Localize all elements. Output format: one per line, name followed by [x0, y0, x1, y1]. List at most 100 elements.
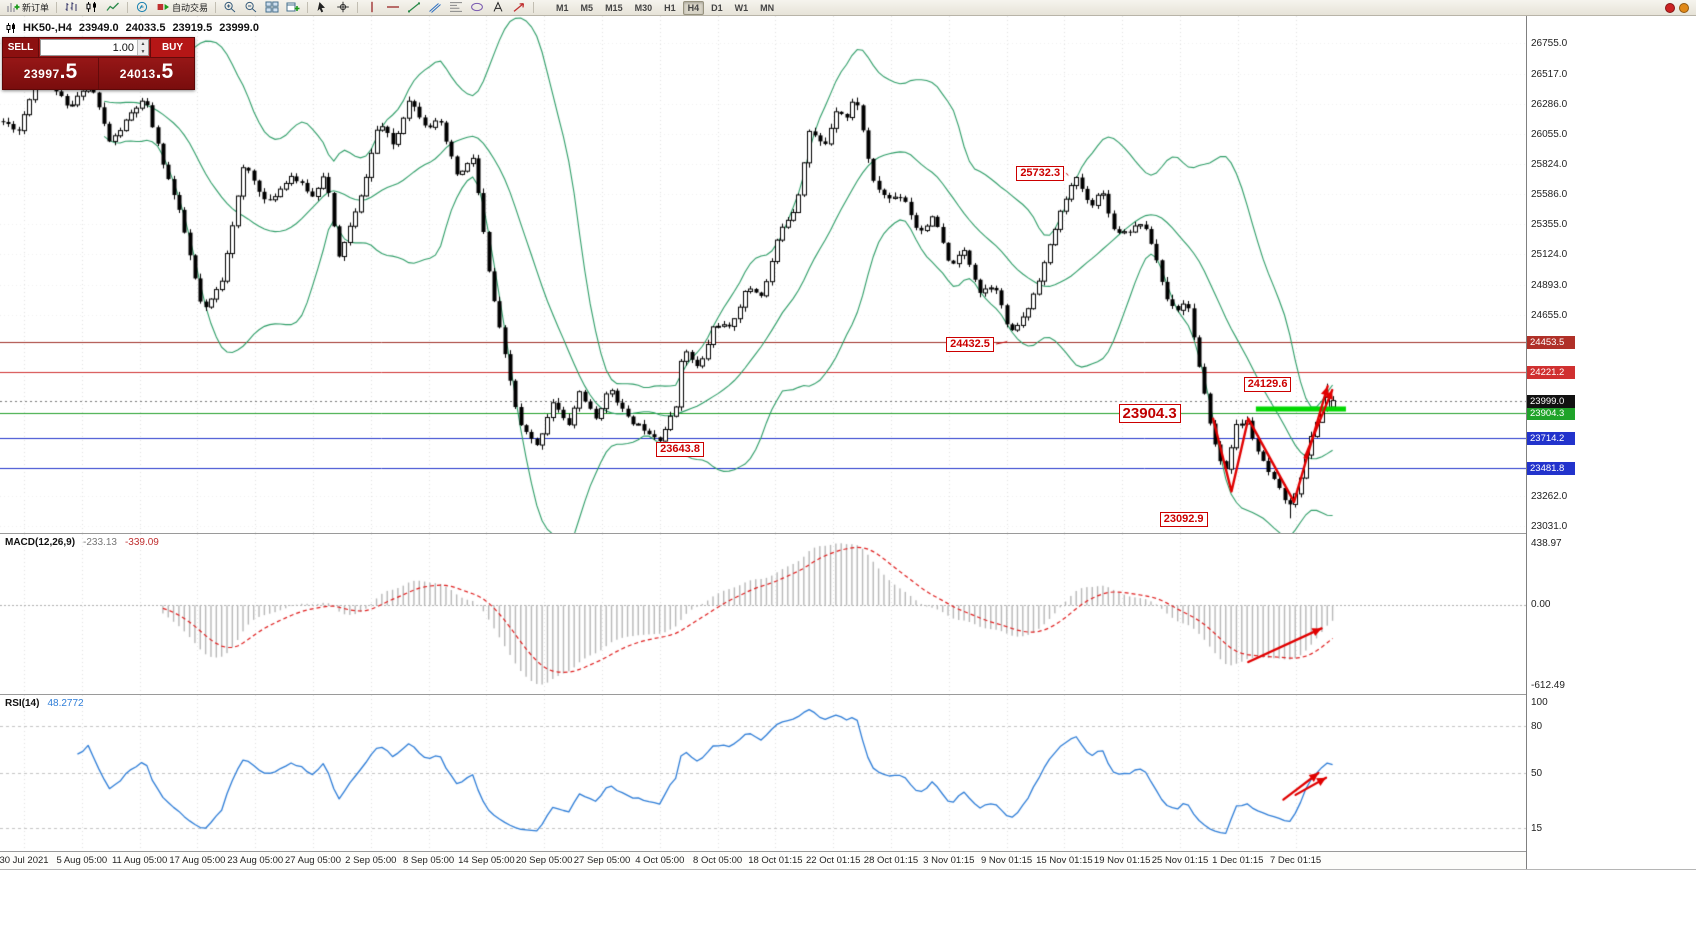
- new-chart-button[interactable]: [283, 1, 303, 15]
- volume-spinner[interactable]: ▲ ▼: [137, 40, 148, 55]
- chart-bottom-border: [0, 869, 1696, 870]
- tile-windows-button[interactable]: [262, 1, 282, 15]
- auto-trading-button[interactable]: 自动交易: [153, 1, 211, 15]
- chart-plus-icon: [6, 1, 20, 15]
- cursor-icon: [315, 1, 329, 15]
- time-axis-label: 27 Aug 05:00: [285, 855, 341, 866]
- timeframe-h4-button[interactable]: H4: [682, 0, 705, 15]
- buy-button[interactable]: BUY: [150, 38, 194, 57]
- price-chart-canvas[interactable]: [0, 16, 1526, 533]
- macd-name: MACD(12,26,9): [5, 537, 76, 548]
- price-axis-tick: 24893.0: [1531, 279, 1568, 291]
- timeframe-m5-button[interactable]: M5: [576, 1, 599, 15]
- vline-icon: [365, 1, 379, 15]
- volume-input[interactable]: 1.00 ▲ ▼: [40, 39, 149, 56]
- line-chart-button[interactable]: [103, 1, 123, 15]
- trend-icon: [407, 1, 421, 15]
- chart-window: HK50-,H4 23949.0 24033.5 23919.5 23999.0…: [0, 16, 1696, 937]
- toolbar-buttons-group: 新订单 自动交易: [3, 0, 537, 15]
- fibonacci-button[interactable]: [446, 1, 466, 15]
- crosshair-button[interactable]: [333, 1, 353, 15]
- toolbar-separator: [127, 2, 129, 13]
- trade-prices-row: 23997.5 24013.5: [3, 58, 194, 89]
- time-axis-label: 5 Aug 05:00: [56, 855, 108, 866]
- time-axis-label: 28 Oct 01:15: [863, 855, 919, 866]
- channel-button[interactable]: [425, 1, 445, 15]
- price-annotation[interactable]: 24432.5: [946, 336, 994, 352]
- price-axis-tick: 26755.0: [1531, 37, 1568, 49]
- price-annotation[interactable]: 25732.3: [1016, 166, 1065, 182]
- rsi-axis-value: 100: [1531, 697, 1548, 708]
- zoom-out-button[interactable]: [241, 1, 261, 15]
- price-axis-tick: 26517.0: [1531, 68, 1568, 80]
- macd-axis-value: -612.49: [1531, 680, 1565, 691]
- crosshair-icon: [336, 1, 350, 15]
- volume-down-icon[interactable]: ▼: [140, 49, 146, 55]
- shapes-button[interactable]: [467, 1, 487, 15]
- zoom-in-button[interactable]: [220, 1, 240, 15]
- toolbar-separator: [357, 2, 359, 13]
- timeframe-h1-button[interactable]: H1: [659, 1, 681, 15]
- bar-chart-button[interactable]: [61, 1, 81, 15]
- arrow-mark-icon: [512, 1, 526, 15]
- vertical-line-button[interactable]: [362, 1, 382, 15]
- timeframe-d1-button[interactable]: D1: [706, 1, 728, 15]
- trendline-button[interactable]: [404, 1, 424, 15]
- price-axis-tick: 25824.0: [1531, 158, 1568, 170]
- buy-price-display[interactable]: 24013.5: [99, 58, 194, 89]
- time-axis-label: 20 Sep 05:00: [515, 855, 573, 866]
- cursor-button[interactable]: [312, 1, 332, 15]
- price-axis-tag: 24221.2: [1527, 365, 1575, 379]
- tile-icon: [265, 1, 279, 15]
- time-axis-label: 14 Sep 05:00: [458, 855, 515, 866]
- play-icon: [156, 1, 170, 15]
- price-annotation[interactable]: 23092.9: [1159, 511, 1208, 527]
- status-orange-icon[interactable]: [1679, 2, 1689, 13]
- timeframe-m30-button[interactable]: M30: [630, 1, 658, 15]
- macd-axis-value: 438.97: [1531, 538, 1562, 549]
- panel-separator: [0, 851, 1696, 852]
- price-axis-tick: 25124.0: [1531, 249, 1568, 261]
- symbol-timeframe: HK50-,H4: [23, 22, 72, 34]
- indicators-button[interactable]: [132, 1, 152, 15]
- new-order-button[interactable]: 新订单: [3, 1, 52, 15]
- channel-icon: [428, 1, 442, 15]
- price-annotation[interactable]: 23904.3: [1118, 403, 1181, 423]
- timeframe-mn-button[interactable]: MN: [755, 1, 779, 15]
- toolbar-separator: [533, 2, 535, 13]
- time-axis-label: 7 Dec 01:15: [1269, 855, 1322, 866]
- time-axis-label: 8 Oct 05:00: [693, 855, 743, 866]
- panel-separator[interactable]: [0, 533, 1696, 534]
- time-axis-label: 30 Jul 2021: [0, 855, 49, 866]
- sell-price-main: 23997: [23, 67, 60, 81]
- one-click-trading-panel: SELL 1.00 ▲ ▼ BUY 23997.5 24013.5: [2, 37, 195, 90]
- time-axis-label: 9 Nov 01:15: [980, 855, 1033, 866]
- timeframe-m15-button[interactable]: M15: [600, 1, 628, 15]
- time-axis-label: 8 Sep 05:00: [402, 855, 455, 866]
- price-axis-tick: 24655.0: [1531, 310, 1568, 322]
- panel-separator[interactable]: [0, 694, 1696, 695]
- price-axis-tick: 25355.0: [1531, 219, 1568, 231]
- timeframe-w1-button[interactable]: W1: [730, 1, 754, 15]
- sell-button[interactable]: SELL: [3, 38, 39, 57]
- text-label-button[interactable]: [488, 0, 508, 15]
- timeframe-toolbar: M1 M5 M15 M30 H1 H4 D1 W1 MN: [551, 0, 779, 15]
- time-axis-label: 11 Aug 05:00: [111, 855, 168, 866]
- candle-chart-button[interactable]: [82, 1, 102, 15]
- price-annotation[interactable]: 24129.6: [1243, 377, 1292, 393]
- arrow-object-button[interactable]: [509, 1, 529, 15]
- status-red-icon[interactable]: [1665, 2, 1675, 13]
- macd-indicator-canvas[interactable]: [0, 534, 1526, 694]
- timeframe-m1-button[interactable]: M1: [551, 1, 574, 15]
- annotation-layer: 25732.3 24432.5 24129.6 23904.3 23643.8 23092…: [0, 16, 1696, 937]
- volume-up-icon[interactable]: ▲: [140, 41, 146, 47]
- new-order-button-label: 新订单: [22, 3, 50, 13]
- main-toolbar: 新订单 自动交易 M1 M5 M15 M30 H1 H4 D1 W1 MN: [0, 0, 1696, 16]
- time-axis: 30 Jul 2021 5 Aug 05:00 11 Aug 05:00 17 Aug…: [0, 852, 1526, 869]
- price-annotation[interactable]: 23643.8: [656, 441, 704, 457]
- candlestick-icon: [6, 23, 16, 33]
- horizontal-line-button[interactable]: [383, 1, 403, 15]
- sell-price-display[interactable]: 23997.5: [3, 58, 99, 89]
- rsi-indicator-canvas[interactable]: [0, 695, 1526, 851]
